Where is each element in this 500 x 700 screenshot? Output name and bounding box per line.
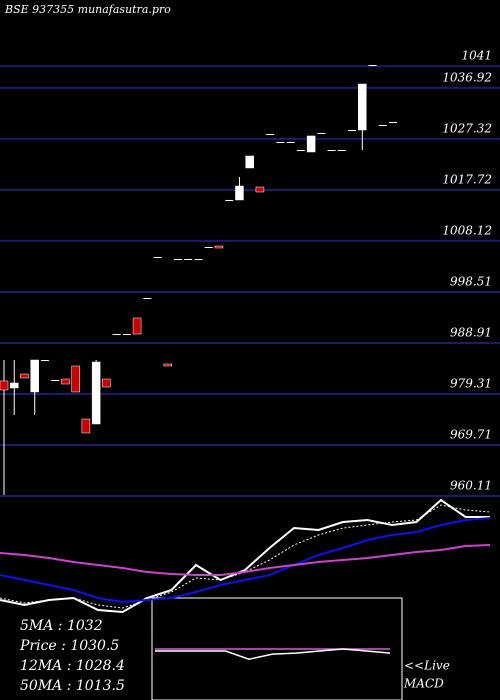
candle-body	[337, 149, 346, 151]
candle-body	[40, 359, 49, 361]
candle-body	[235, 185, 244, 201]
candle-body	[184, 258, 193, 260]
candle-body	[143, 297, 152, 299]
candle-body	[0, 380, 9, 391]
candle-body	[204, 246, 213, 248]
candle-body	[389, 121, 397, 123]
macd-live-label: <<Live	[404, 659, 450, 673]
stat-label: Price : 1030.5	[19, 638, 119, 654]
candle-body	[255, 186, 265, 193]
candle-body	[286, 141, 295, 143]
candle-body	[153, 256, 162, 258]
indicator-line	[0, 517, 491, 604]
candle-body	[61, 378, 70, 385]
candle-body	[378, 124, 387, 126]
y-tick-label: 1027.32	[442, 121, 492, 135]
stat-label: 12MA : 1028.4	[20, 658, 125, 674]
candle-body	[51, 379, 60, 381]
candle-body	[225, 199, 234, 201]
y-tick-label: 1008.12	[442, 223, 492, 237]
stat-label: 5MA : 1032	[20, 618, 103, 634]
y-tick-label: 1036.92	[442, 70, 492, 84]
y-tick-label: 979.31	[450, 376, 492, 390]
candle-body	[214, 245, 224, 249]
candle-body	[306, 135, 316, 153]
macd-label: MACD	[403, 677, 444, 691]
macd-panel	[151, 597, 403, 700]
candle-body	[163, 363, 173, 367]
candle-body	[296, 149, 305, 151]
y-tick-label: 1017.72	[442, 172, 492, 186]
candle-body	[122, 334, 131, 336]
y-tick-label: 1041	[461, 49, 492, 63]
candle-body	[266, 133, 275, 135]
candle-body	[368, 64, 377, 66]
candle-body	[194, 258, 203, 260]
macd-line	[155, 648, 391, 660]
indicator-line	[0, 504, 491, 609]
candle-body	[30, 359, 39, 393]
y-tick-label: 998.51	[450, 274, 492, 288]
candle-body	[174, 258, 183, 260]
candle-body	[276, 141, 285, 143]
y-tick-label: 969.71	[450, 427, 492, 441]
indicator-line	[0, 498, 490, 614]
candle-body	[9, 382, 19, 389]
indicator-line	[0, 544, 491, 576]
candle-body	[81, 418, 91, 434]
candle-body	[245, 155, 254, 169]
candle-body	[317, 132, 326, 134]
stat-label: 50MA : 1013.5	[20, 678, 125, 694]
candle-body	[71, 365, 80, 393]
candle-body	[112, 334, 121, 336]
candle-body	[91, 361, 101, 425]
chart-title: BSE 937355 munafasutra.pro	[4, 3, 171, 16]
y-tick-label: 960.11	[450, 478, 492, 492]
candle-body	[327, 149, 336, 151]
y-tick-label: 988.91	[450, 325, 492, 339]
candle-body	[102, 378, 111, 388]
candle-body	[348, 130, 357, 132]
candle-body	[358, 83, 367, 131]
candle-body	[132, 317, 142, 335]
candle-body	[20, 373, 29, 379]
